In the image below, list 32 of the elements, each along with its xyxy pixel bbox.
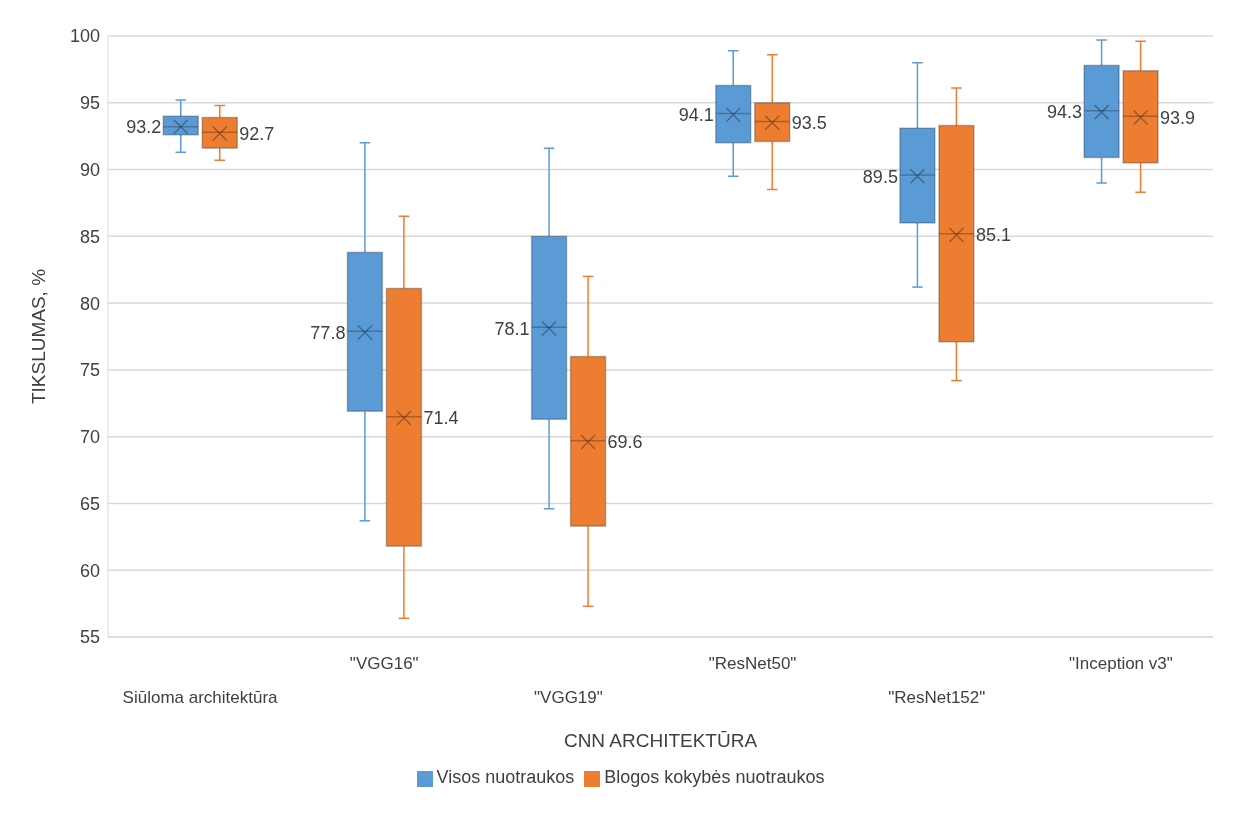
- x-tick-label: Siūloma architektūra: [122, 687, 279, 707]
- text: 69.6: [607, 432, 643, 453]
- text: 92.7: [239, 123, 275, 144]
- x-tick-label: "Inception v3": [1069, 653, 1173, 673]
- text: 94.1: [678, 105, 714, 126]
- text: 93.9: [1160, 107, 1196, 128]
- y-tick-label: 55: [79, 627, 100, 648]
- text: 93.2: [126, 117, 162, 138]
- y-tick-label: 90: [79, 159, 100, 180]
- text: 93.5: [791, 113, 827, 134]
- x-tick-label: "VGG19": [534, 687, 603, 707]
- y-tick-label: 95: [79, 93, 100, 114]
- text: 89.5: [862, 166, 898, 187]
- text: 94.3: [1047, 102, 1083, 123]
- y-tick-label: 80: [79, 293, 100, 314]
- text: 85.1: [975, 225, 1011, 246]
- y-tick-label: 100: [69, 26, 100, 47]
- text: 71.4: [423, 408, 459, 429]
- y-axis-title: TIKSLUMAS, %: [27, 268, 49, 405]
- y-tick-label: 70: [79, 427, 100, 448]
- text: 77.8: [310, 322, 346, 343]
- x-tick-label: "ResNet152": [888, 687, 986, 707]
- text: 78.1: [494, 318, 530, 339]
- legend-label: Blogos kokybės nuotraukos: [604, 767, 825, 787]
- y-tick-label: 75: [79, 360, 100, 381]
- legend-label: Visos nuotraukos: [436, 767, 575, 787]
- y-tick-label: 65: [79, 493, 100, 514]
- y-tick-label: 85: [79, 226, 100, 247]
- x-tick-label: "VGG16": [349, 653, 419, 673]
- x-axis-title: CNN ARCHITEKTŪRA: [563, 730, 758, 751]
- x-tick-label: "ResNet50": [708, 653, 797, 673]
- y-tick-label: 60: [79, 560, 100, 581]
